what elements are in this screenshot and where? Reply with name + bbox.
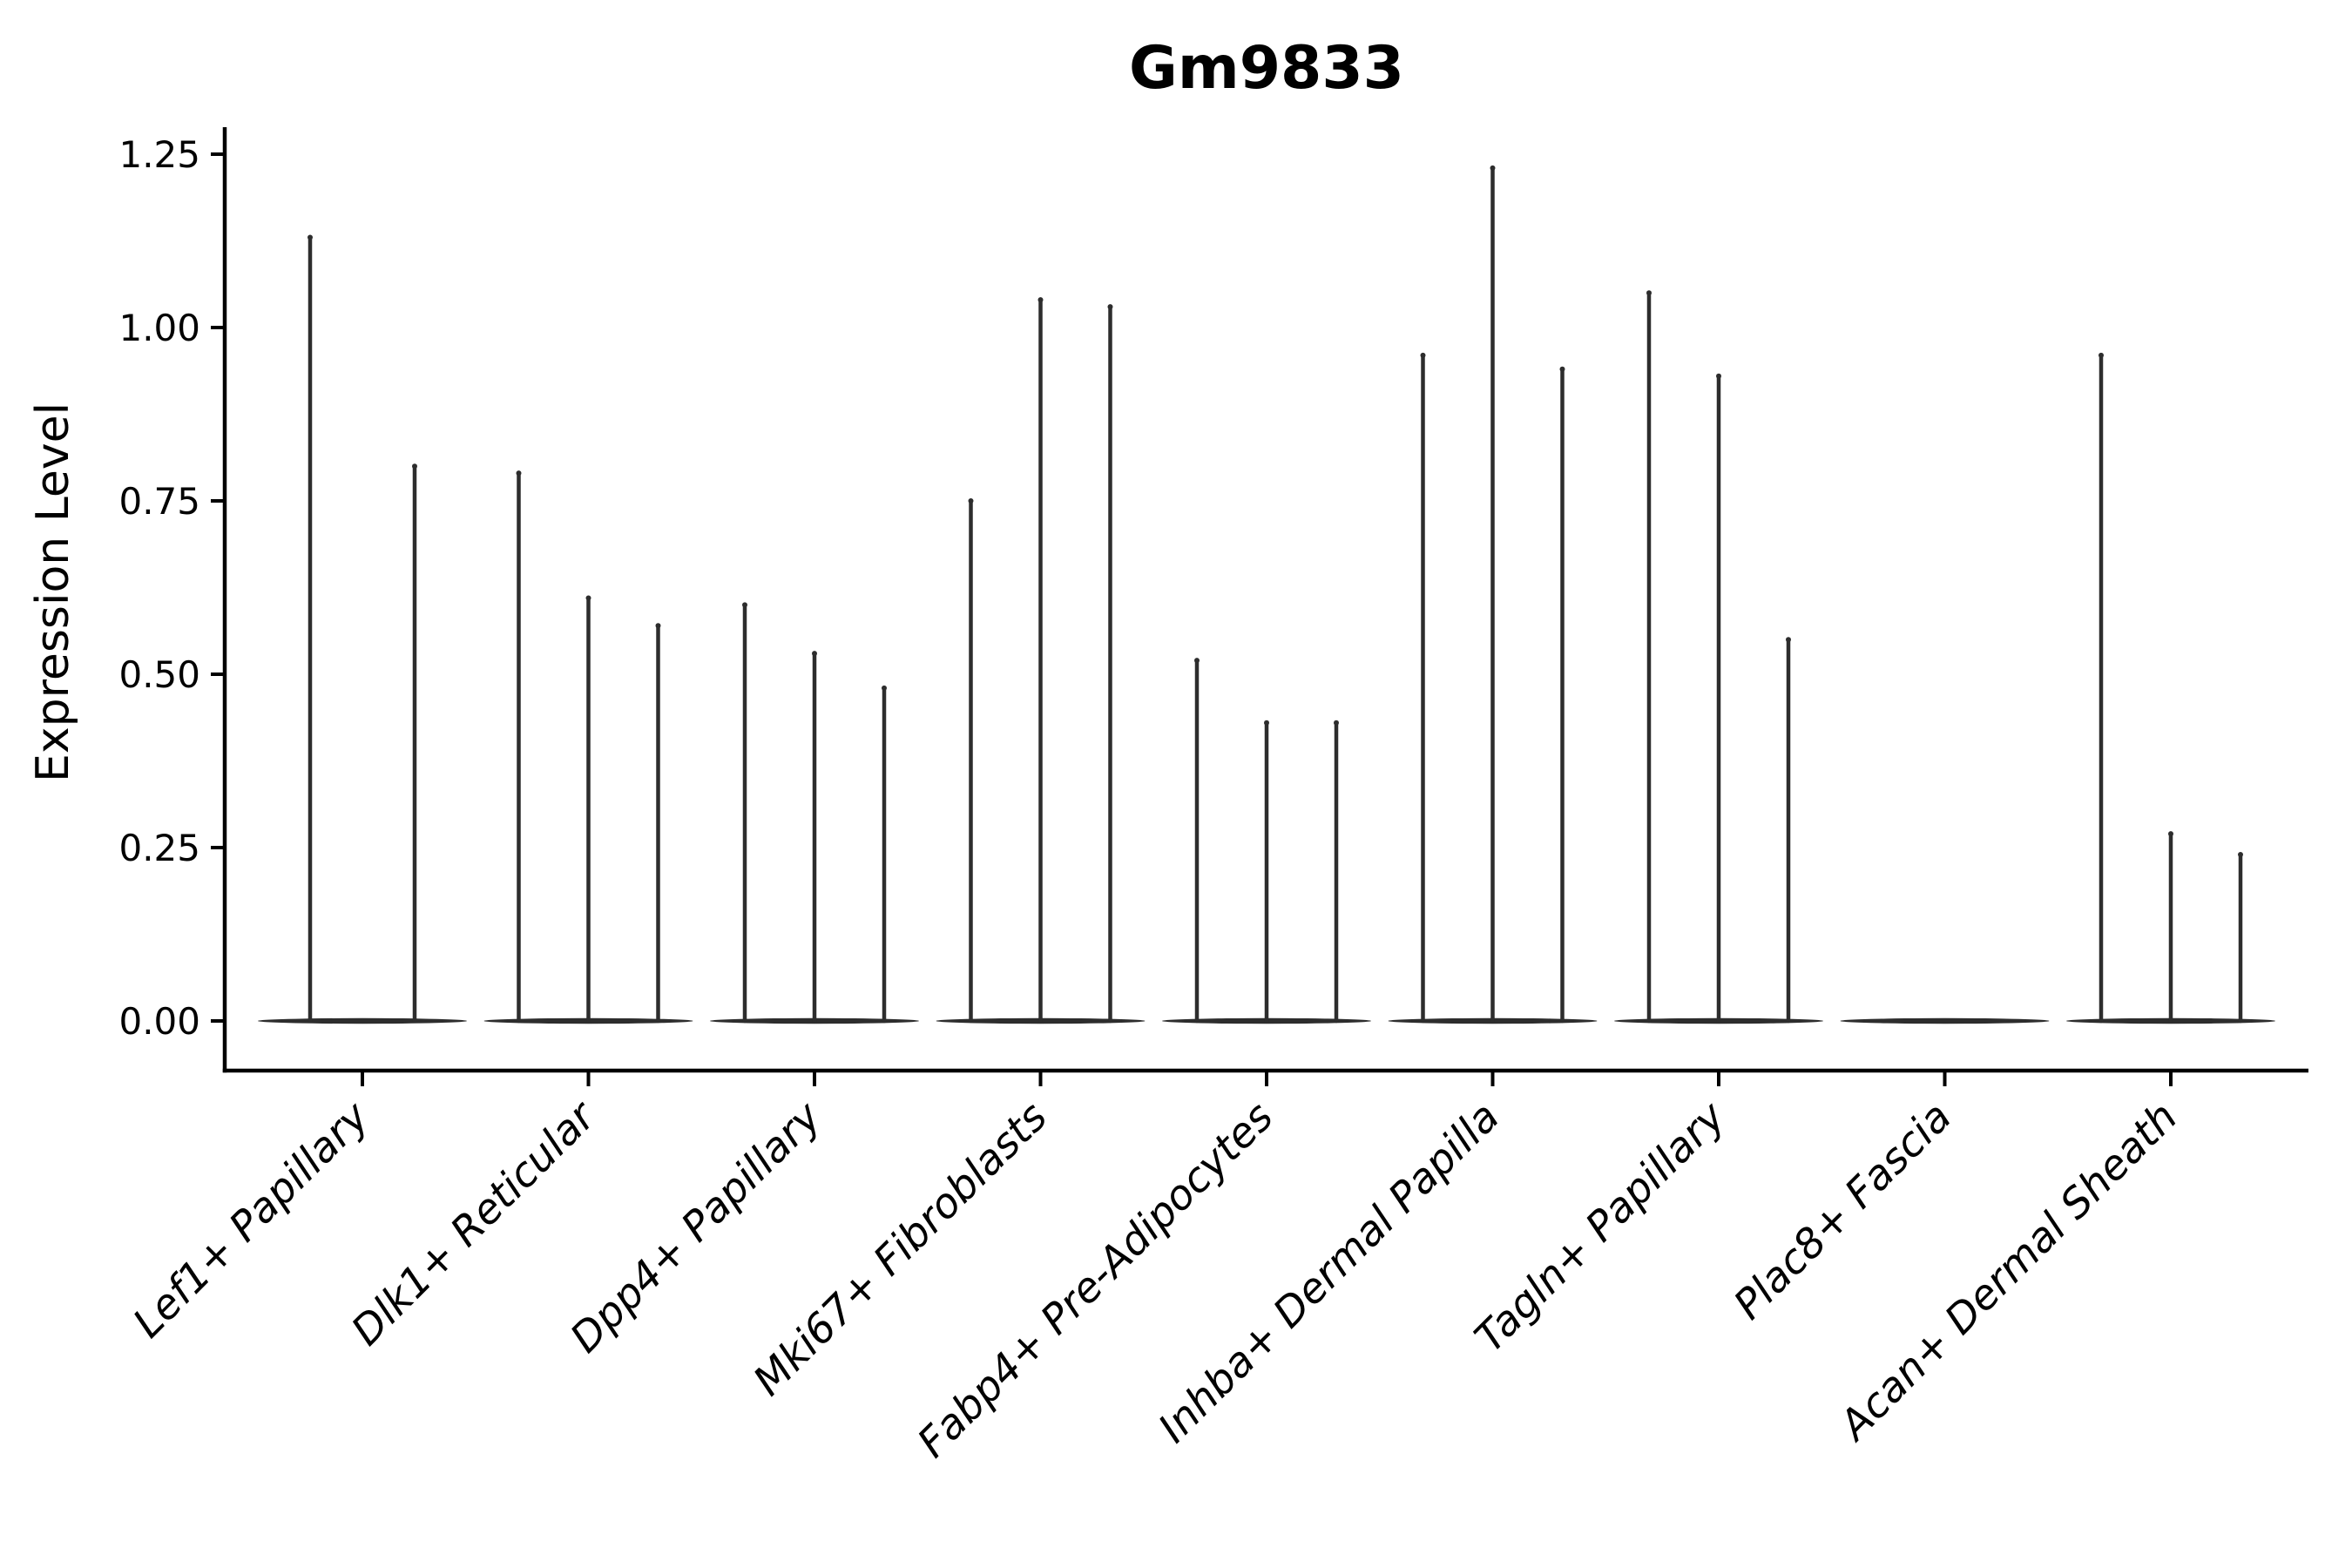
violin-spike-tip [412,463,417,470]
violin-group [1388,165,1598,1024]
y-tick-label: 0.50 [118,653,200,696]
x-tick-label: Dpp4+ Papillary [561,1092,831,1362]
y-tick-label: 1.25 [118,133,200,176]
x-tick-label: Dlk1+ Reticular [342,1092,606,1355]
y-tick-label: 0.25 [118,827,200,869]
violin-spike-tip [742,602,747,608]
y-tick-label: 1.00 [118,307,200,349]
x-tick-label: Tagln+ Papillary [1466,1092,1736,1362]
violin-spike-tip [882,685,887,691]
violin-spike-tip [655,623,661,629]
violin-group [258,234,467,1024]
violin-spike-tip [1194,658,1200,664]
violin-spike-tip [1786,637,1791,643]
violin-group [936,297,1146,1024]
violin-spike-tip [812,651,817,657]
violin-spike-tip [1334,720,1339,726]
violin-group [1614,290,1823,1024]
x-tick-label: Fabp4+ Pre-Adipocytes [909,1093,1282,1467]
violin-base [258,1017,467,1024]
chart-title: Gm9833 [1129,34,1404,103]
violin-spike-tip [516,470,522,476]
violin-spike-tip [2168,831,2173,837]
y-axis-label: Expression Level [27,402,79,782]
violin-spike-tip [1490,165,1496,171]
y-axis: 0.00 0.25 0.50 0.75 1.00 1.25 [118,133,223,1043]
violin-group [1840,1017,2050,1024]
violin-spike-tip [585,595,591,601]
violin-spike-tip [1559,366,1565,372]
violin-group [2066,352,2275,1024]
violin-spike-tip [2099,352,2104,358]
y-tick-label: 0.00 [118,1000,200,1043]
violin-group [1162,658,1371,1024]
violin-base [1840,1017,2050,1024]
violin-group [710,602,919,1024]
axes-spines [222,127,2308,1073]
violin-spike-tip [1646,290,1652,296]
violins-layer [258,165,2275,1024]
violin-spike-tip [968,498,974,504]
violin-spike-tip [2238,851,2243,857]
violin-spike-tip [1716,373,1721,379]
violin-spike-tip [1107,304,1113,310]
violin-group [483,470,693,1024]
violin-spike-tip [1264,720,1269,726]
violin-spike-tip [308,234,313,240]
x-tick-label: Lef1+ Papillary [124,1092,379,1348]
violin-spike-tip [1420,352,1426,358]
x-tick-label: Plac8+ Fascia [1725,1093,1961,1329]
violin-spike-tip [1037,297,1044,303]
y-tick-label: 0.75 [118,480,200,523]
